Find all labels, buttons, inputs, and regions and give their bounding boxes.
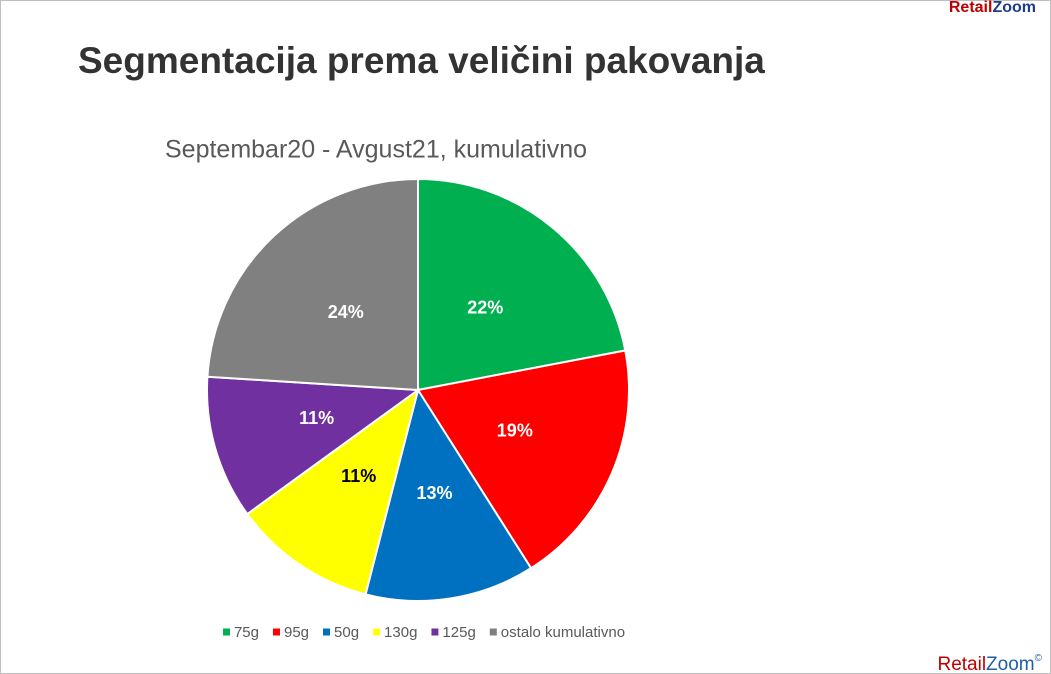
legend-item: 125g bbox=[431, 624, 476, 641]
legend-label: 125g bbox=[442, 624, 475, 641]
slide-title: Segmentacija prema veličini pakovanja bbox=[78, 40, 765, 81]
header-brand: RetailZoom bbox=[949, 0, 1036, 16]
legend-label: 130g bbox=[384, 624, 417, 641]
data-label: 13% bbox=[416, 483, 452, 503]
data-label: 22% bbox=[467, 297, 503, 317]
legend-swatch bbox=[373, 628, 381, 636]
pie-slice bbox=[206, 177, 419, 392]
legend-swatch bbox=[323, 628, 331, 636]
footer-brand: RetailZoom© bbox=[937, 653, 1042, 674]
legend-swatch bbox=[222, 628, 230, 636]
pie-slice bbox=[245, 387, 420, 596]
legend-item: 50g bbox=[323, 624, 359, 641]
legend-item: 95g bbox=[272, 624, 309, 641]
pie-slice bbox=[364, 387, 533, 602]
pie-slice bbox=[416, 349, 630, 570]
brand-part: Retail bbox=[937, 654, 986, 674]
legend: 75g 95g 50g 130g 125g ostalo kumulativno bbox=[222, 624, 625, 641]
pie-slice bbox=[417, 177, 627, 392]
brand-part: Zoom bbox=[992, 0, 1036, 16]
legend-swatch bbox=[272, 628, 280, 636]
brand-part: Zoom bbox=[986, 654, 1035, 674]
legend-label: 75g bbox=[234, 624, 259, 641]
legend-swatch bbox=[489, 628, 497, 636]
legend-item: 75g bbox=[222, 624, 259, 641]
chart-subtitle: Septembar20 - Avgust21, kumulativno bbox=[165, 136, 587, 164]
data-label: 11% bbox=[299, 408, 334, 428]
legend-item: 130g bbox=[373, 624, 417, 641]
legend-swatch bbox=[431, 628, 439, 636]
legend-label: 50g bbox=[334, 624, 359, 641]
legend-label: ostalo kumulativno bbox=[501, 624, 625, 641]
data-label: 24% bbox=[328, 302, 364, 322]
brand-part: Retail bbox=[949, 0, 993, 16]
legend-label: 95g bbox=[284, 624, 309, 641]
pie: 22% 19% 13% 11% 11% 24% bbox=[206, 177, 630, 602]
pie-slice bbox=[206, 375, 421, 516]
data-label: 11% bbox=[341, 466, 376, 486]
brand-part: © bbox=[1035, 653, 1043, 664]
data-label: 19% bbox=[497, 421, 533, 441]
legend-item: ostalo kumulativno bbox=[489, 624, 625, 641]
